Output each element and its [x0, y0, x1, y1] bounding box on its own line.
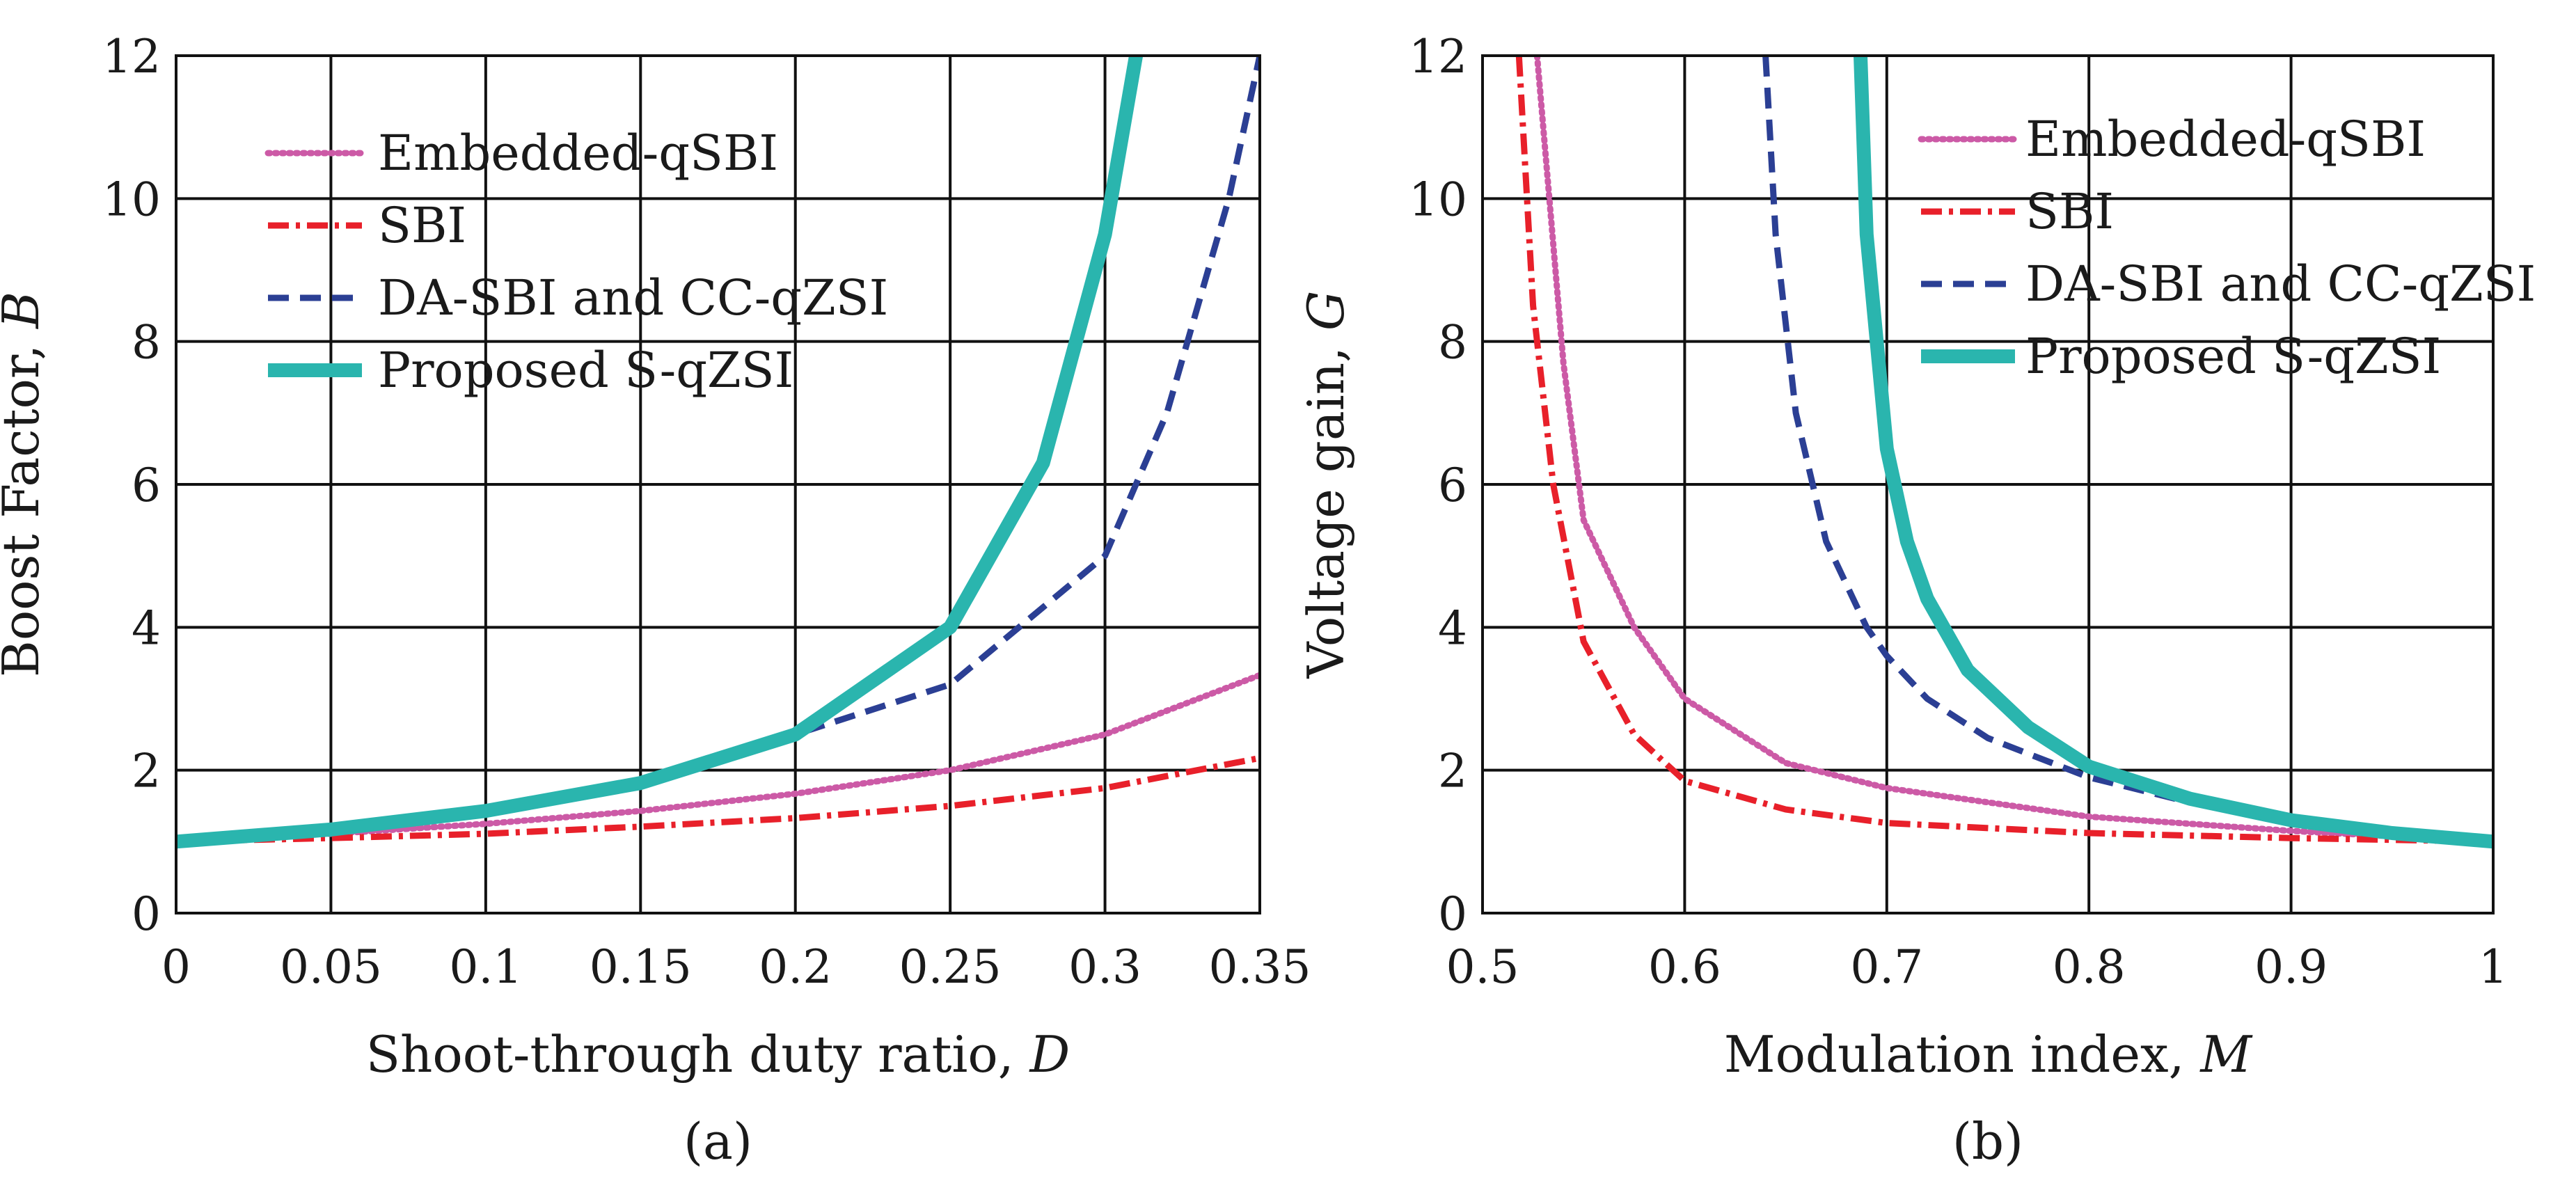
- chart-a-ytick-label-6: 12: [102, 30, 161, 84]
- chart-a-xtick-label-4: 0.2: [759, 940, 832, 994]
- chart-a-ylabel: Boost Factor, B: [0, 292, 50, 677]
- chart-a-ylabel-text: Boost Factor,: [0, 328, 50, 677]
- chart-a-xlabel-var: D: [1029, 1025, 1070, 1084]
- chart-a-series-proposed-s-qzsi: [176, 56, 1143, 849]
- chart-a-legend-label-1: SBI: [378, 197, 466, 254]
- chart-b-xtick-label-1: 0.6: [1648, 940, 1721, 994]
- chart-b-legend-label-0: Embedded-qSBI: [2025, 111, 2426, 168]
- chart-b-ylabel-var: G: [1297, 291, 1355, 331]
- chart-a-series-sbi: [176, 754, 1260, 845]
- chart-b-legend-label-3: Proposed S-qZSI: [2025, 328, 2441, 385]
- chart-b-series-proposed-s-qzsi: [1854, 56, 2493, 849]
- chart-b-series-da-sbi-and-cc-qzsi: [1762, 56, 2493, 845]
- chart-a-xtick-label-3: 0.15: [590, 940, 692, 994]
- chart-b-legend-label-1: SBI: [2025, 183, 2114, 240]
- chart-a-xtick-label-7: 0.35: [1209, 940, 1311, 994]
- chart-a-xlabel: Shoot-through duty ratio, D: [366, 1025, 1070, 1084]
- chart-a-xtick-label-6: 0.3: [1068, 940, 1141, 994]
- chart-b-xlabel-text: Modulation index,: [1724, 1025, 2201, 1084]
- chart-b-caption: (b): [1952, 1112, 2023, 1171]
- chart-b-ylabel-text: Voltage gain,: [1297, 331, 1355, 679]
- chart-b-legend-label-2: DA-SBI and CC-qZSI: [2025, 255, 2536, 312]
- chart-b-xlabel: Modulation index, M: [1724, 1025, 2254, 1084]
- chart-a-legend-label-3: Proposed S-qZSI: [378, 342, 793, 399]
- chart-b-xtick-label-5: 1: [2479, 940, 2508, 994]
- chart-a-ytick-label-5: 10: [102, 173, 161, 226]
- chart-a-ytick-label-0: 0: [132, 887, 161, 941]
- chart-b-ytick-label-3: 6: [1438, 459, 1467, 512]
- chart-b-xtick-label-0: 0.5: [1446, 940, 1519, 994]
- chart-b-ytick-label-0: 0: [1438, 887, 1467, 941]
- chart-b-ylabel: Voltage gain, G: [1297, 291, 1355, 679]
- chart-a-legend: Embedded-qSBI SBI DA-SBI and CC-qZSI Propos…: [264, 125, 888, 399]
- chart-a: Embedded-qSBI SBI DA-SBI and CC-qZSI Propos…: [0, 30, 1311, 1171]
- chart-a-xlabel-text: Shoot-through duty ratio,: [366, 1025, 1030, 1084]
- chart-b-ytick-label-1: 2: [1438, 745, 1467, 798]
- chart-a-xtick-label-2: 0.1: [449, 940, 522, 994]
- chart-a-legend-label-0: Embedded-qSBI: [378, 125, 778, 182]
- chart-b-xlabel-var: M: [2199, 1025, 2253, 1084]
- chart-b-frame: [1481, 54, 2495, 914]
- chart-a-ytick-label-3: 6: [132, 459, 161, 512]
- chart-a-caption: (a): [683, 1112, 752, 1171]
- chart-b-ytick-label-6: 12: [1409, 30, 1467, 84]
- chart-a-frame: [175, 54, 1261, 914]
- chart-b-legend: Embedded-qSBI SBI DA-SBI and CC-qZSI Propos…: [1918, 111, 2536, 385]
- chart-b-series-sbi: [1515, 56, 2493, 845]
- chart-b-series-embedded-qsbi: [1533, 56, 2493, 845]
- chart-b-ytick-label-4: 8: [1438, 316, 1467, 370]
- chart-b-ytick-label-2: 4: [1438, 601, 1467, 655]
- chart-a-ytick-label-2: 4: [132, 601, 161, 655]
- chart-a-ytick-label-4: 8: [132, 316, 161, 370]
- chart-b-ytick-label-5: 10: [1409, 173, 1467, 226]
- chart-b: Embedded-qSBI SBI DA-SBI and CC-qZSI Propos…: [1297, 30, 2536, 1171]
- chart-a-xtick-label-5: 0.25: [899, 940, 1002, 994]
- chart-a-ylabel-var: B: [0, 292, 50, 330]
- chart-b-xtick-label-2: 0.7: [1850, 940, 1923, 994]
- chart-b-xtick-label-3: 0.8: [2053, 940, 2126, 994]
- chart-b-xtick-label-4: 0.9: [2254, 940, 2328, 994]
- chart-a-xtick-label-1: 0.05: [280, 940, 382, 994]
- chart-a-xtick-label-0: 0: [161, 940, 191, 994]
- chart-a-ytick-label-1: 2: [132, 745, 161, 798]
- chart-a-legend-label-2: DA-SBI and CC-qZSI: [378, 269, 888, 326]
